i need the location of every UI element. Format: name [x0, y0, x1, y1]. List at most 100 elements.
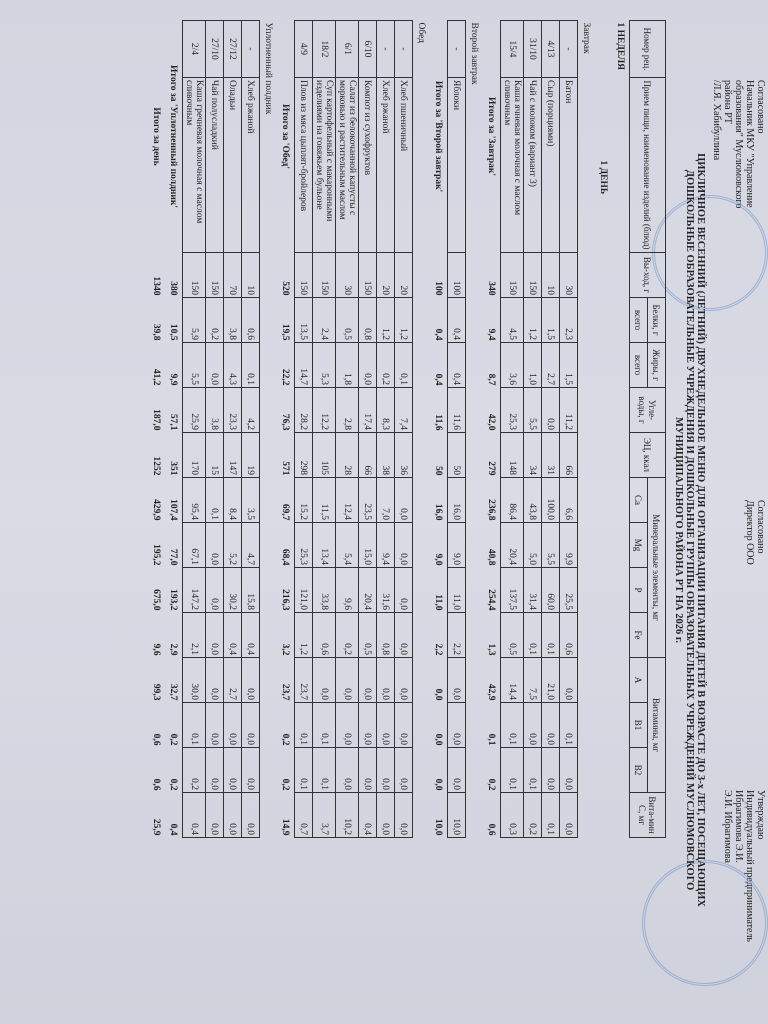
nutrient-value: 0,0	[394, 702, 413, 748]
nutrient-value: 0,0	[541, 702, 560, 748]
nutrient-value: 32,7	[168, 683, 179, 701]
nutrient-value: 3,8	[223, 297, 242, 343]
nutrient-value: 351	[168, 461, 179, 476]
nutrient-value: 3,2	[280, 643, 291, 656]
nutrient-value: 14,9	[280, 818, 291, 836]
header-vitamin-c: Вита-мин С, мг	[629, 792, 666, 838]
nutrient-value: 0,1	[394, 342, 413, 388]
total-row: Итого за 'Второй завтрак' 100 0,4 0,4 11,6 50…	[430, 21, 448, 838]
nutrient-value: 0,0	[205, 657, 224, 703]
nutrient-value: 1,2	[376, 297, 395, 343]
nutrient-value: 34	[523, 432, 542, 478]
nutrient-value: 0,0	[205, 792, 224, 838]
nutrient-value: 0,1	[294, 747, 313, 793]
table-row: 18/2 Суп картофельный с макаронными издел…	[312, 20, 336, 838]
nutrient-value: 69,7	[280, 503, 291, 521]
nutrient-value: 4,3	[223, 342, 242, 388]
nutrient-value: 0,1	[182, 702, 206, 748]
nutrient-value: 520	[280, 281, 291, 296]
nutrient-value: 14,4	[500, 657, 524, 703]
nutrient-value: 429,9	[151, 499, 162, 521]
dish-name: Итого за 'Уплотненный полдник'	[168, 65, 179, 208]
section-row: 1 НЕДЕЛЯ	[612, 21, 630, 838]
nutrient-value: 15,0	[358, 522, 377, 568]
approval-line: Согласовано	[755, 500, 766, 554]
nutrient-value: 2,7	[223, 657, 242, 703]
nutrient-value: 68,4	[280, 548, 291, 566]
dish-name: Итого за 'Второй завтрак'	[433, 80, 444, 193]
nutrient-value: 147,2	[182, 567, 206, 613]
dish-name: Оладьи	[223, 77, 242, 253]
table-row: 6/10 Компот из сухофруктов 150 0,8 0,0 17,4 66…	[358, 20, 377, 838]
nutrient-value: 0,0	[335, 702, 359, 748]
nutrient-value: 0,1	[559, 702, 578, 748]
recipe-number: -	[376, 20, 395, 78]
nutrient-value: 8,7	[486, 373, 497, 386]
header-kcal: ЭЦ, ккал	[629, 432, 666, 478]
nutrient-value: 2,9	[168, 643, 179, 656]
nutrient-value: 0,0	[394, 567, 413, 613]
header-minerals: Минеральные элементы, мг	[647, 477, 666, 658]
dish-name: Салат из белокочанной капусты с морковью…	[335, 77, 359, 253]
header-num: Номер рец.	[629, 20, 666, 78]
nutrient-value: 0,0	[223, 702, 242, 748]
nutrient-value: 0,4	[447, 297, 466, 343]
nutrient-value: 42,0	[486, 413, 497, 431]
section-label: Уплотненный полдник	[263, 22, 274, 115]
nutrient-value: 60,0	[541, 567, 560, 613]
nutrient-value: 0,2	[280, 733, 291, 746]
dish-name: Каша ячневая молочная с маслом сливочным	[500, 77, 524, 253]
nutrient-value: 0,4	[182, 792, 206, 838]
recipe-number: -	[447, 20, 466, 78]
nutrient-value: 0,0	[394, 477, 413, 523]
nutrient-value: 42,9	[486, 683, 497, 701]
nutrient-value: 0,0	[376, 657, 395, 703]
total-row: Итого за 'Уплотненный полдник' 380 10,5 9,9…	[165, 21, 183, 838]
nutrient-value: 23,3	[223, 387, 242, 433]
nutrient-value: 10,5	[168, 323, 179, 341]
nutrient-value: 0,2	[205, 297, 224, 343]
nutrient-value: 5,5	[541, 522, 560, 568]
nutrient-value: 19	[241, 432, 260, 478]
nutrient-value: 4,2	[241, 387, 260, 433]
total-row: Итого за день 1340 39,8 41,2 187,0 1252 429,9 1…	[148, 21, 165, 838]
nutrient-value: 5,5	[182, 342, 206, 388]
nutrient-value: 25,3	[500, 387, 524, 433]
nutrient-value: 9,9	[168, 373, 179, 386]
nutrient-value: 0,2	[486, 778, 497, 791]
nutrient-value: 5,9	[182, 297, 206, 343]
menu-table-body: 1 НЕДЕЛЯ 1 ДЕНЬ Завтрак - Батон 30 2,3 1,5 11,2 6…	[148, 20, 630, 838]
nutrient-value: 21,0	[541, 657, 560, 703]
nutrient-value: 0,0	[394, 612, 413, 658]
nutrient-value: 41,2	[151, 368, 162, 386]
nutrient-value: 1,0	[523, 342, 542, 388]
nutrient-value: 57,1	[168, 413, 179, 431]
nutrient-value: 675,0	[151, 589, 162, 611]
section-label: Завтрак	[581, 22, 592, 54]
dish-name: Итого за 'Завтрак'	[486, 96, 497, 177]
table-row: - Батон 30 2,3 1,5 11,2 66 6,6 9,9 25,5 0,6 0,0 0,1 0…	[559, 20, 578, 838]
nutrient-value: 0,5	[335, 297, 359, 343]
nutrient-value: 193,2	[168, 589, 179, 611]
nutrient-value: 0,8	[358, 297, 377, 343]
nutrient-value: 0,4	[447, 342, 466, 388]
nutrient-value: 11,0	[447, 567, 466, 613]
nutrient-value: 1,5	[559, 342, 578, 388]
nutrient-value: 0,0	[394, 792, 413, 838]
nutrient-value: 0,0	[523, 702, 542, 748]
nutrient-value: 36	[394, 432, 413, 478]
document-title: ЦИКЛИЧНОЕ ВЕСЕННИЙ (ЛЕТНИЙ) ДВУХНЕДЕЛЬНО…	[673, 153, 706, 907]
nutrient-value: 10,0	[433, 818, 444, 836]
nutrient-value: 30	[335, 252, 359, 298]
nutrient-value: 10,0	[447, 792, 466, 838]
recipe-number: 4/13	[541, 20, 560, 78]
nutrient-value: 195,2	[151, 544, 162, 566]
dish-name: Чай с молоком (вариант 3)	[523, 77, 542, 253]
nutrient-value: 0,6	[241, 297, 260, 343]
nutrient-value: 25,9	[151, 818, 162, 836]
recipe-number: -	[559, 20, 578, 78]
nutrient-value: 9,6	[151, 643, 162, 656]
table-row: 15/4 Каша ячневая молочная с маслом сливо…	[500, 20, 524, 838]
table-row: - Яблоки 100 0,4 0,4 11,6 50 16,0 9,0 11,0 2,2 0,0 0…	[447, 20, 466, 838]
nutrient-value: 66	[559, 432, 578, 478]
